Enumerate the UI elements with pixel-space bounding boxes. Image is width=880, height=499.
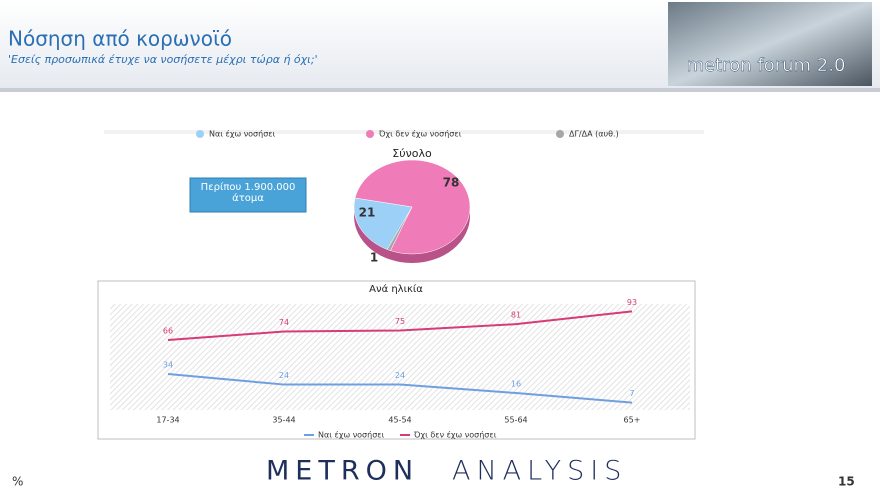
- series-line: [167, 372, 633, 404]
- data-label: 74: [279, 318, 289, 327]
- title: Νόσηση από κορωνοϊό: [8, 27, 232, 51]
- data-label: 1: [370, 251, 378, 265]
- data-label: 34: [163, 360, 173, 369]
- data-label: 93: [627, 298, 637, 307]
- data-label: 24: [395, 371, 405, 380]
- legend-swatch: [196, 130, 204, 138]
- series-line: [167, 310, 633, 342]
- legend-band: [104, 130, 704, 134]
- page-number: 15: [838, 475, 855, 489]
- subtitle: 'Εσείς προσωπικά έτυχε να νοσήσετε μέχρι…: [8, 53, 318, 66]
- pie-slice: [354, 159, 471, 255]
- x-tick-label: 65+: [624, 416, 641, 425]
- brand: ANALYSIS: [452, 456, 627, 487]
- legend-swatch: [366, 130, 374, 138]
- unit: %: [12, 475, 23, 489]
- data-label: 21: [359, 206, 376, 220]
- data-label: 16: [511, 380, 521, 389]
- data-label: 81: [511, 311, 521, 320]
- data-label: 24: [279, 371, 289, 380]
- legend-label: Όχι δεν έχω νοσήσει: [378, 129, 462, 139]
- data-label: 7: [629, 389, 634, 398]
- x-tick-label: 55-64: [504, 416, 527, 425]
- logo-text: metron forum 2.0: [687, 55, 846, 76]
- brand: METRON: [266, 456, 419, 487]
- header-rule: [0, 88, 880, 92]
- callout: Περίπου 1.900.000 άτομα: [200, 182, 296, 204]
- chart-title: Ανά ηλικία: [369, 283, 423, 295]
- data-label: 66: [163, 327, 173, 336]
- logo-image: [668, 2, 872, 86]
- legend-label: ΔΓ/ΔΑ (αυθ.): [569, 130, 619, 139]
- data-label: 78: [443, 176, 460, 190]
- pie-title: Σύνολο: [392, 147, 432, 160]
- callout-box: [189, 177, 307, 213]
- data-label: 75: [395, 317, 405, 326]
- legend-label: Όχι δεν έχω νοσήσει: [413, 430, 497, 440]
- plot-area: [110, 304, 690, 410]
- x-tick-label: 35-44: [272, 416, 295, 425]
- callout-text: Περίπου 1.900.000 άτομα: [200, 182, 296, 204]
- legend-swatch: [556, 130, 564, 138]
- legend-label: Ναι έχω νοσήσει: [209, 129, 276, 139]
- pie-slice: [353, 197, 413, 250]
- x-tick-label: 17-34: [156, 416, 179, 425]
- x-tick-label: 45-54: [388, 416, 411, 425]
- legend-label: Ναι έχω νοσήσει: [318, 430, 385, 440]
